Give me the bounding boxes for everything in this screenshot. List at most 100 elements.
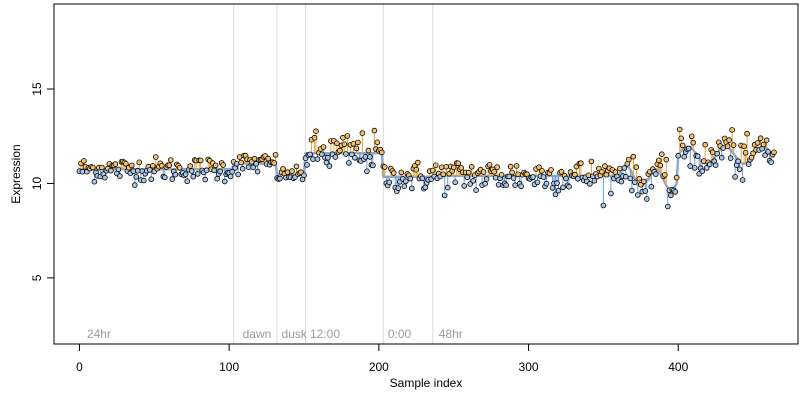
data-point-369 <box>628 187 635 194</box>
data-point-370 <box>630 153 637 160</box>
data-point-295 <box>518 183 524 190</box>
data-point-71 <box>182 171 189 178</box>
phase-label-1: dawn <box>243 327 272 341</box>
data-point-62 <box>169 176 176 182</box>
data-point-388 <box>657 162 664 169</box>
data-point-250 <box>450 164 457 171</box>
data-point-344 <box>591 178 598 184</box>
data-point-400 <box>675 152 681 159</box>
data-point-27 <box>117 173 123 179</box>
data-point-67 <box>176 165 183 171</box>
data-point-464 <box>771 149 777 156</box>
data-point-310 <box>540 174 547 180</box>
data-point-197 <box>371 127 378 134</box>
data-point-425 <box>712 162 719 169</box>
data-point-76 <box>190 173 197 180</box>
data-point-31 <box>123 161 129 167</box>
data-point-174 <box>337 147 343 154</box>
plot-frame <box>53 3 799 345</box>
data-point-130 <box>271 160 277 166</box>
data-point-238 <box>432 162 439 169</box>
data-point-455 <box>757 135 764 142</box>
data-point-341 <box>587 181 593 187</box>
data-point-265 <box>473 187 479 194</box>
data-point-416 <box>699 168 705 175</box>
data-point-291 <box>512 182 518 189</box>
data-point-349 <box>599 169 605 175</box>
data-point-440 <box>735 158 741 165</box>
data-point-189 <box>359 130 366 136</box>
data-point-180 <box>346 160 352 166</box>
data-point-102 <box>229 168 235 175</box>
data-point-36 <box>130 168 137 174</box>
data-point-312 <box>543 180 550 187</box>
data-point-207 <box>386 179 393 186</box>
data-point-285 <box>503 182 509 189</box>
x-tick-label-3: 300 <box>519 360 539 374</box>
data-point-113 <box>245 164 252 171</box>
data-point-142 <box>289 168 295 174</box>
x-tick-label-0: 0 <box>76 360 83 374</box>
data-point-178 <box>343 151 349 157</box>
data-point-126 <box>265 155 271 162</box>
data-point-307 <box>536 164 542 171</box>
data-point-81 <box>197 157 204 164</box>
data-point-292 <box>513 163 520 169</box>
data-point-436 <box>729 127 735 133</box>
data-point-145 <box>293 163 300 170</box>
data-point-368 <box>627 175 634 182</box>
data-point-109 <box>239 165 246 172</box>
data-point-193 <box>365 147 372 154</box>
data-point-24 <box>112 161 119 167</box>
data-point-327 <box>566 183 572 190</box>
data-point-176 <box>340 134 346 141</box>
data-point-316 <box>549 185 556 191</box>
y-tick-label-0: 5 <box>30 274 44 281</box>
data-point-429 <box>718 154 725 161</box>
data-point-15 <box>99 164 105 171</box>
data-point-303 <box>530 174 536 180</box>
data-point-167 <box>326 163 333 169</box>
data-point-251 <box>452 179 459 186</box>
data-point-246 <box>444 184 451 191</box>
data-point-60 <box>166 162 173 169</box>
data-point-306 <box>534 179 541 186</box>
data-point-154 <box>307 151 313 158</box>
data-point-263 <box>470 178 477 184</box>
y-tick-label-2: 15 <box>30 82 44 96</box>
data-point-274 <box>486 162 493 168</box>
data-point-289 <box>509 169 515 176</box>
data-point-395 <box>667 192 674 199</box>
data-point-202 <box>378 149 385 156</box>
data-point-163 <box>320 144 327 150</box>
data-point-218 <box>402 178 409 185</box>
data-point-361 <box>617 165 623 172</box>
data-point-365 <box>622 173 629 180</box>
x-tick-label-1: 100 <box>219 360 239 374</box>
data-point-94 <box>217 168 224 175</box>
data-point-453 <box>754 140 761 146</box>
data-point-391 <box>661 172 668 178</box>
data-point-179 <box>344 133 351 139</box>
data-point-217 <box>401 183 408 190</box>
data-point-107 <box>236 154 243 160</box>
data-point-407 <box>685 145 692 152</box>
phase-label-0: 24hr <box>87 327 111 341</box>
data-point-257 <box>461 183 468 189</box>
data-point-39 <box>135 167 141 174</box>
data-point-186 <box>355 139 361 146</box>
data-point-385 <box>652 171 659 177</box>
data-point-242 <box>438 164 445 171</box>
data-point-282 <box>498 172 505 178</box>
data-point-118 <box>253 160 259 167</box>
data-point-389 <box>658 151 665 158</box>
data-point-79 <box>194 171 201 177</box>
data-point-373 <box>634 192 641 198</box>
data-point-108 <box>238 159 244 166</box>
phase-label-5: 48hr <box>439 327 463 341</box>
data-point-37 <box>132 182 138 188</box>
data-point-423 <box>709 149 716 156</box>
data-point-272 <box>483 176 490 182</box>
data-point-106 <box>235 171 241 178</box>
